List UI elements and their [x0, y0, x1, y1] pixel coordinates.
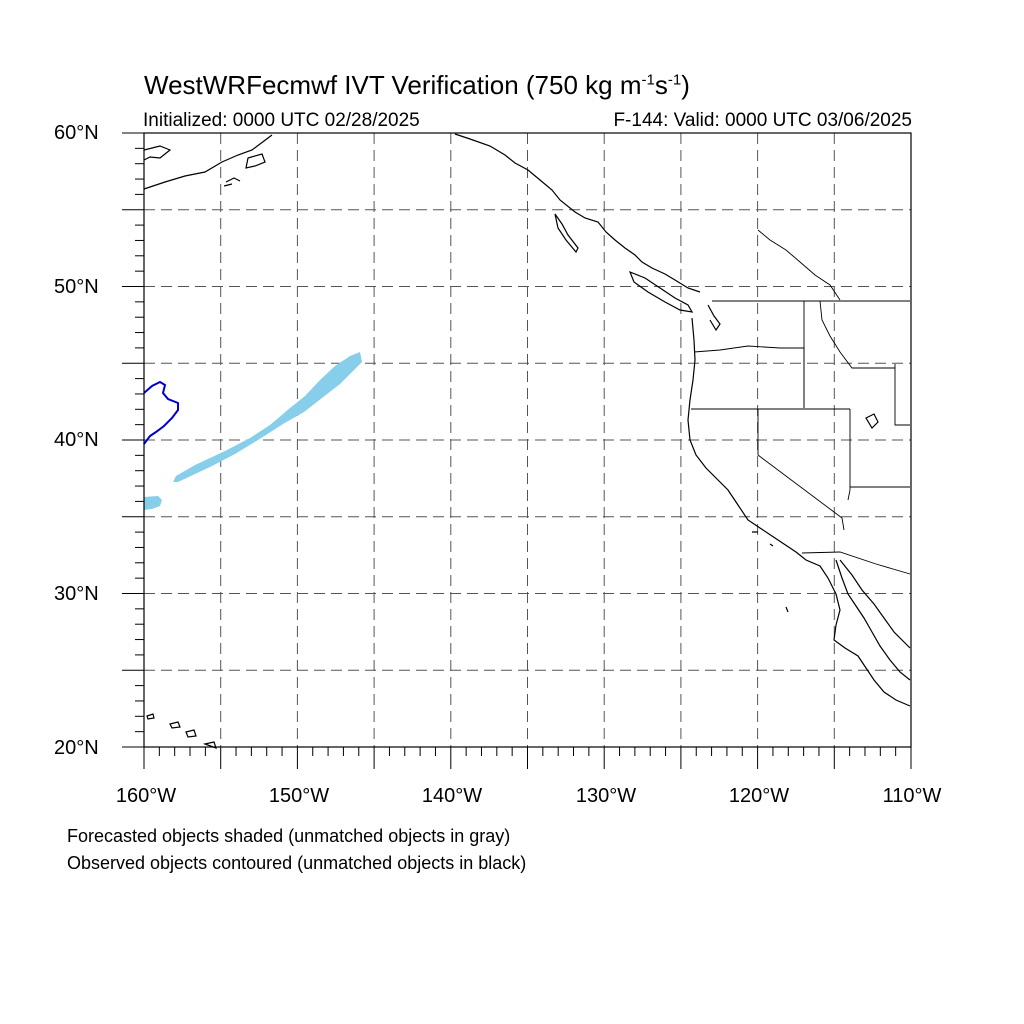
legend-observed-note: Observed objects contoured (unmatched ob…: [67, 853, 527, 873]
west-coast: [687, 317, 911, 707]
lon-label-160w: 160°W: [115, 785, 177, 807]
valid-time: F-144: Valid: 0000 UTC 03/06/2025: [613, 110, 912, 131]
graticule: [144, 133, 911, 747]
lon-label-130w: 130°W: [575, 785, 637, 807]
lon-label-140w: 140°W: [421, 785, 483, 807]
alaska-coast: [143, 145, 172, 161]
kodiak-island: [245, 153, 266, 169]
forecast-object-edge: [144, 496, 162, 510]
us-mexico-border: [801, 551, 911, 575]
forecast-object-main: [173, 352, 362, 482]
haida-gwaii: [554, 213, 579, 254]
vancouver-island: [628, 270, 694, 313]
channel-islands: [752, 531, 789, 613]
nevada-utah-border: [847, 409, 851, 501]
map-frame: [143, 132, 912, 748]
coastlines: [143, 133, 911, 749]
lon-label-150w: 150°W: [268, 785, 330, 807]
axis-ticks: [122, 132, 912, 769]
lat-label-40: 40°N: [54, 429, 99, 451]
lat-label-20: 20°N: [54, 737, 99, 759]
lat-label-50: 50°N: [54, 276, 99, 298]
southeast-alaska: [454, 133, 701, 293]
great-salt-lake: [865, 413, 879, 429]
initialized-time: Initialized: 0000 UTC 02/28/2025: [143, 110, 420, 131]
canada-interior: [757, 229, 841, 301]
lat-label-60: 60°N: [54, 122, 99, 144]
lon-label-110w: 110°W: [882, 785, 942, 807]
hawaii-islands: [146, 713, 217, 749]
forecast-objects: [144, 352, 362, 510]
map-title: WestWRFecmwf IVT Verification (750 kg m-…: [144, 70, 690, 100]
baja-peninsula: [835, 559, 911, 681]
puget-sound: [707, 304, 721, 332]
lat-label-30: 30°N: [54, 583, 99, 605]
observed-object-contour: [143, 380, 179, 445]
washington-oregon-border: [693, 345, 805, 408]
california-nevada-border: [757, 409, 845, 531]
aleutian-dots: [223, 177, 241, 187]
arizona-border: [850, 364, 910, 488]
political-borders: [691, 229, 911, 575]
mexico-mainland: [839, 559, 911, 649]
lon-label-120w: 120°W: [728, 785, 790, 807]
legend-forecast-note: Forecasted objects shaded (unmatched obj…: [67, 826, 511, 846]
alaska-peninsula: [143, 134, 273, 190]
idaho-west-border: [803, 300, 895, 408]
